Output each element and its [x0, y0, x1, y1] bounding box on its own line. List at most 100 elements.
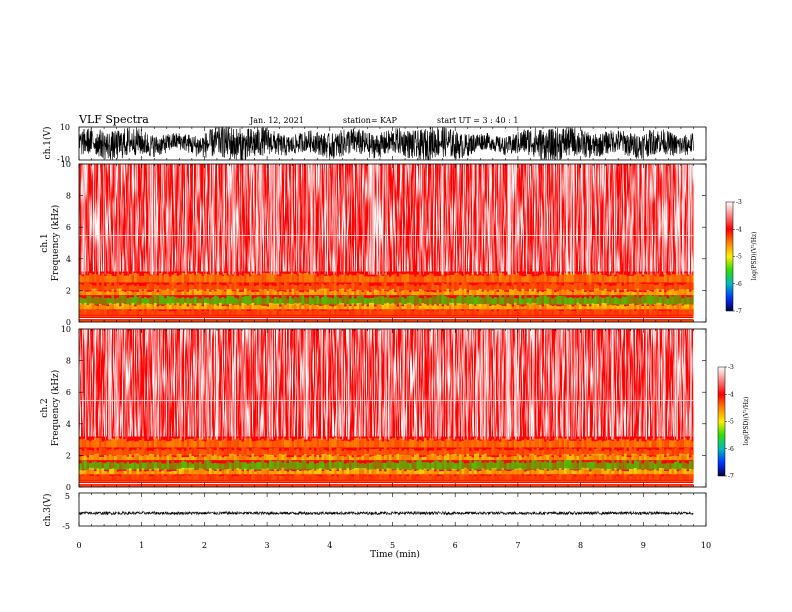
spectrum-band [214, 295, 217, 305]
spectrum-streak [108, 329, 110, 440]
spectrum-band [261, 289, 265, 296]
spectrum-band [431, 282, 435, 291]
spectrum-band [434, 471, 437, 475]
spectrum-band [236, 467, 240, 475]
spectrum-band [149, 453, 152, 461]
spectrum-band [369, 476, 372, 480]
spectrum-band [414, 285, 417, 291]
spectrum-streak [155, 164, 157, 275]
spectrum-streak [81, 164, 83, 275]
spectrum-band [299, 302, 302, 310]
spectrum-band [351, 457, 355, 461]
spectrum-band [84, 282, 87, 291]
spectrum-band [471, 439, 475, 448]
spectrum-band [164, 285, 167, 291]
spectrum-band [589, 273, 592, 283]
spectrum-band [164, 456, 167, 461]
spectrum-band [471, 457, 475, 461]
spectrum-band [229, 453, 232, 461]
spectrum-band [99, 304, 102, 310]
spectrum-band [416, 450, 420, 456]
spectrum-band [626, 284, 630, 291]
spectrum-band [229, 273, 232, 283]
spectrum-band [294, 290, 297, 296]
spectrum-band [321, 288, 325, 296]
spectrum-band [639, 304, 642, 310]
spectrum-band [191, 463, 195, 470]
spectrum-band [481, 438, 485, 448]
spectrum-band [426, 274, 430, 283]
spectrum-streak [533, 329, 535, 440]
spectrum-band [674, 290, 677, 296]
spectrum-band [294, 471, 297, 475]
time-tick-label: 10 [701, 541, 711, 550]
spectrum-band [169, 453, 172, 461]
spectrum-band [404, 439, 407, 448]
spectrum-band [231, 295, 235, 305]
spectrum-band [559, 310, 562, 315]
spectrum-band [681, 274, 685, 283]
spectrum-streak [253, 164, 255, 275]
spectrum-band [116, 475, 120, 480]
spectrum-band [569, 304, 572, 310]
spectrum-band [339, 284, 342, 291]
spectrum-band [209, 468, 212, 475]
spectrum-band [366, 309, 370, 315]
spectrum-band [479, 296, 482, 305]
spectrum-band [506, 303, 510, 310]
spectrum-band [476, 450, 480, 456]
spectrum-band [489, 470, 492, 475]
spectrum-band [156, 295, 160, 305]
spectrum-band [129, 450, 132, 456]
spectrum-band [199, 289, 202, 296]
spectrum-band [179, 453, 182, 461]
spectrum-band [191, 439, 195, 448]
spectrum-band [539, 274, 542, 283]
spectrum-band [434, 296, 437, 305]
spectrum-band [346, 304, 350, 310]
spectrum-band [536, 296, 540, 305]
spectrum-band [524, 438, 527, 448]
spectrum-band [531, 307, 535, 315]
spectrum-streak [511, 329, 513, 440]
spectrum-band [81, 459, 85, 470]
spectrum-streak [151, 164, 153, 275]
spectrum-band [396, 285, 400, 291]
spectrum-band [509, 462, 512, 470]
spectrum-band [554, 308, 557, 315]
spectrum-band [449, 437, 452, 448]
spectrum-band [514, 311, 517, 315]
spectrum-band [164, 273, 167, 283]
spectrum-band [574, 440, 577, 448]
spectrum-streak [109, 329, 110, 440]
spectrum-band [661, 295, 665, 305]
spectrum-band [321, 461, 325, 470]
spectrum-streak [476, 164, 478, 275]
spectrum-band [111, 476, 115, 480]
spectrum-band [536, 284, 540, 291]
spectrum-streak [509, 329, 511, 440]
spectrum-band [499, 285, 502, 291]
spectrum-band [459, 295, 462, 305]
spectrum-band [271, 274, 275, 283]
spectrum-band [109, 298, 112, 305]
spectrum-band [166, 474, 170, 480]
spectrum-band [154, 289, 157, 296]
spectrum-band [136, 273, 140, 283]
spectrum-band [374, 460, 377, 470]
spectrum-band [479, 457, 482, 461]
spectrum-band [644, 441, 647, 448]
spectrum-band [419, 289, 422, 296]
spectrum-band [551, 470, 555, 475]
spectrum-band [166, 288, 170, 296]
spectrum-band [239, 285, 242, 291]
spectrum-band [326, 275, 330, 283]
spectrum-band [286, 457, 290, 461]
spectrum-band [239, 461, 242, 470]
spectrum-band [324, 310, 327, 315]
spectrum-band [119, 306, 122, 310]
spectrum-band [679, 289, 682, 296]
spectrum-band [276, 296, 280, 305]
spectrum-band [564, 475, 567, 480]
spectrum-streak [117, 329, 119, 440]
